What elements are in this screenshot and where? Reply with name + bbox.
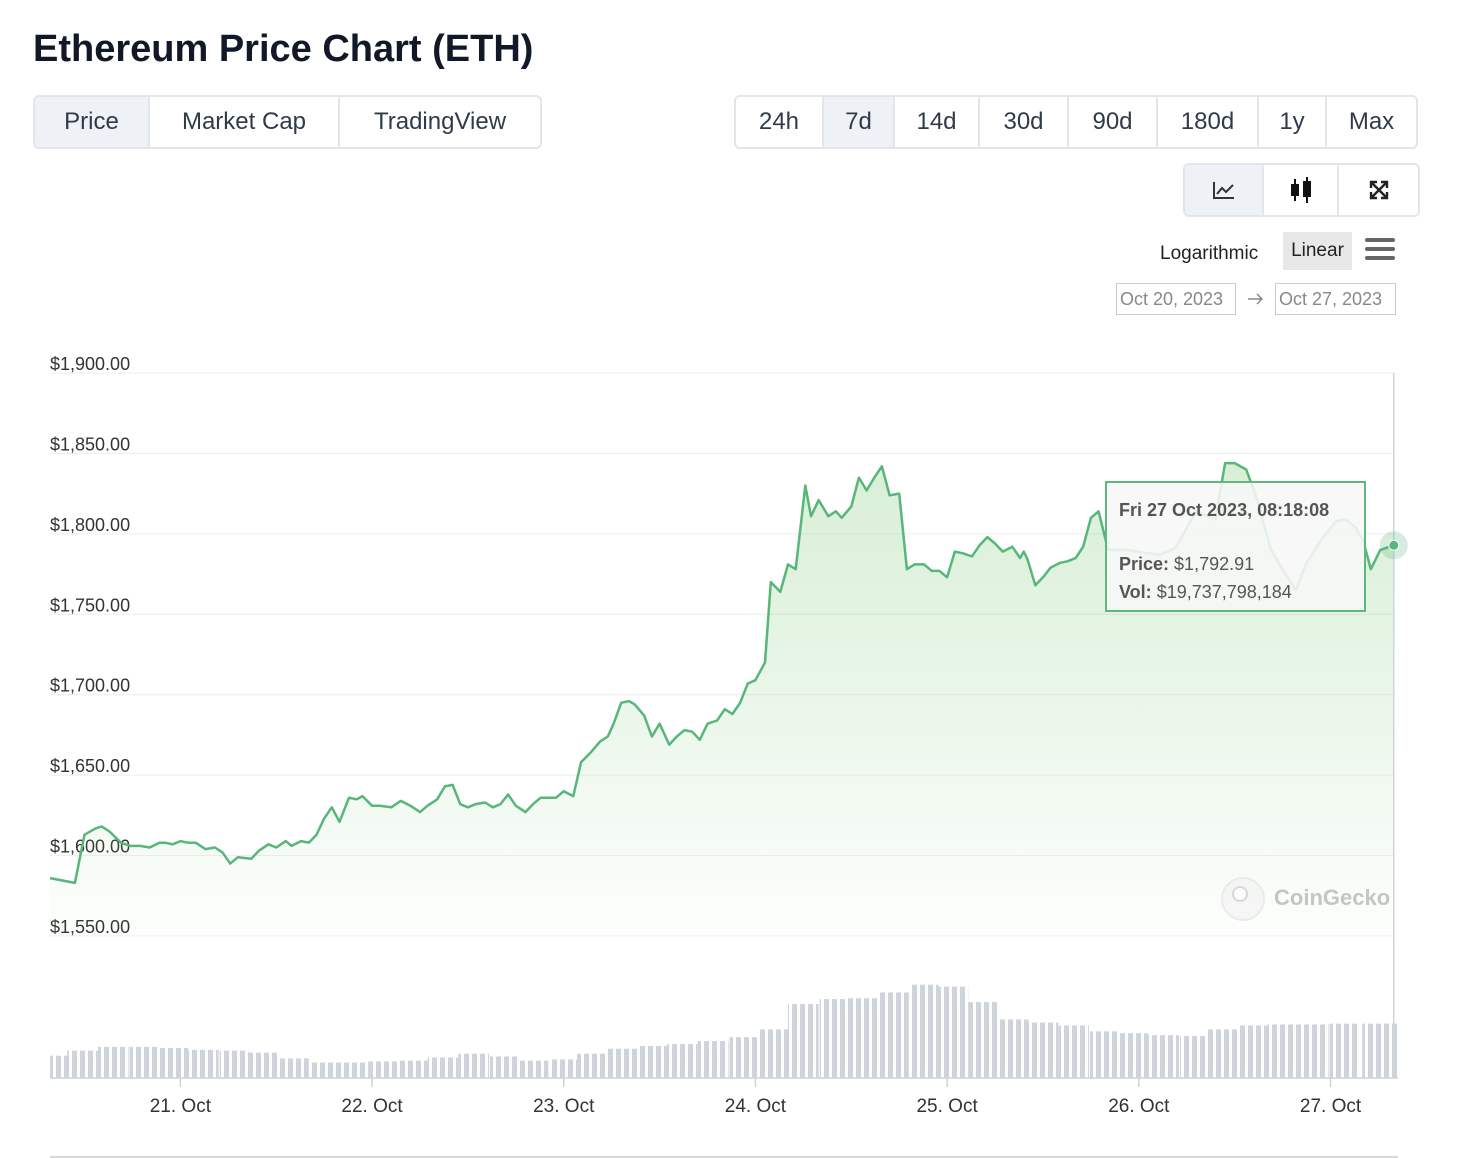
volume-bar [549,1059,579,1078]
volume-bar [1089,1031,1119,1078]
volume-bar [639,1045,669,1078]
volume-bar [999,1019,1029,1078]
price-line [49,461,1395,885]
x-tick-label: 25. Oct [916,1096,978,1117]
view-group [1183,163,1420,217]
volume-bar [368,1061,399,1078]
range-button[interactable]: 180d [1158,97,1259,147]
price-area [50,463,1394,936]
range-button[interactable]: 24h [736,97,824,147]
volume-bar [667,1044,698,1078]
volume-bar [788,1004,819,1078]
watermark-text: CoinGecko [1274,885,1390,910]
y-tick-label: $1,700.00 [50,676,130,696]
hover-point [1388,539,1400,551]
volume-bar [337,1062,369,1078]
volume-bar [937,986,969,1078]
volume-bar [878,992,909,1078]
volume-bar [458,1053,489,1078]
volume-bar [968,1002,999,1078]
volume-bar [97,1046,129,1078]
volume-bar [188,1049,219,1078]
tooltip-vol: $19,737,798,184 [1156,582,1292,602]
tooltip-vol-label: Vol: [1119,582,1152,602]
volume-bar [1207,1029,1239,1078]
line-icon [1212,182,1234,199]
volume-bar [1058,1025,1089,1078]
fullscreen-icon [1369,180,1388,200]
volume-bar [309,1062,339,1078]
date-arrow [1248,293,1264,305]
linear-toggle[interactable]: Linear [1283,232,1352,270]
volume-bar [1027,1022,1059,1078]
y-tick-label: $1,750.00 [50,595,130,615]
volume-bar [278,1058,309,1078]
volume-bar [219,1050,249,1078]
volume-bar [697,1041,729,1078]
volume-bar [1329,1023,1359,1078]
page-title: Ethereum Price Chart (ETH) [33,28,534,70]
y-tick-label: $1,850.00 [50,434,130,454]
volume-bar [50,1055,69,1078]
volume-bar [517,1060,549,1078]
volume-bar [129,1046,159,1078]
volume-bar [67,1050,98,1078]
range-group: 24h 7d 14d 30d 90d 180d 1y Max [734,95,1418,149]
x-tick-label: 27. Oct [1300,1096,1362,1117]
volume-bar [247,1052,279,1078]
menu-icon[interactable] [1365,238,1395,262]
candle-view-button[interactable] [1264,165,1339,215]
x-tick-label: 23. Oct [533,1096,595,1117]
volume-bar [1297,1024,1329,1078]
watermark: CoinGecko [1221,877,1390,921]
y-tick-label: $1,900.00 [50,354,130,374]
tab-group: Price Market Cap TradingView [33,95,542,149]
volume-bar [729,1037,759,1078]
range-button[interactable]: 14d [895,97,980,147]
tooltip: Fri 27 Oct 2023, 08:18:08 Price: $1,792.… [1105,481,1366,612]
volume-bar [909,984,939,1078]
volume-bar [489,1056,519,1078]
volume-bar [819,999,849,1078]
volume-bar [157,1047,189,1078]
x-tick-label: 24. Oct [725,1096,787,1117]
tab[interactable]: Market Cap [150,97,340,147]
volume-bar [1180,1036,1209,1078]
volume-bar [1362,1023,1384,1078]
tooltip-title: Fri 27 Oct 2023, 08:18:08 [1119,500,1330,520]
date-from[interactable]: Oct 20, 2023 [1116,283,1236,315]
date-to[interactable]: Oct 27, 2023 [1275,283,1396,315]
x-tick-label: 22. Oct [341,1096,403,1117]
volume-bar [1267,1024,1298,1078]
log-toggle[interactable]: Logarithmic [1160,243,1259,264]
tab[interactable]: Price [35,97,150,147]
range-button[interactable]: 30d [980,97,1069,147]
tooltip-price-label: Price: [1119,554,1170,574]
volume-bar [577,1053,608,1078]
range-button[interactable]: 7d [824,97,895,147]
x-tick-label: 21. Oct [150,1096,212,1117]
fullscreen-button[interactable] [1339,165,1418,215]
candle-icon [1290,177,1311,203]
range-button[interactable]: 90d [1069,97,1158,147]
volume-bar [847,998,879,1078]
tooltip-price: $1,792.91 [1174,554,1255,574]
volume-bar [399,1060,429,1078]
range-button[interactable]: 1y [1259,97,1327,147]
range-button[interactable]: Max [1348,108,1395,135]
y-tick-label: $1,650.00 [50,756,130,776]
volume-bar [757,1029,789,1078]
tab[interactable]: TradingView [373,108,507,135]
volume-bar [427,1057,459,1078]
volume-bar [1117,1033,1149,1078]
volume-bar [1239,1025,1269,1078]
line-view-button[interactable] [1185,165,1264,215]
volume-bar [607,1048,639,1078]
x-tick-label: 26. Oct [1108,1096,1170,1117]
volume-bar [1148,1035,1180,1078]
y-tick-label: $1,800.00 [50,515,130,535]
